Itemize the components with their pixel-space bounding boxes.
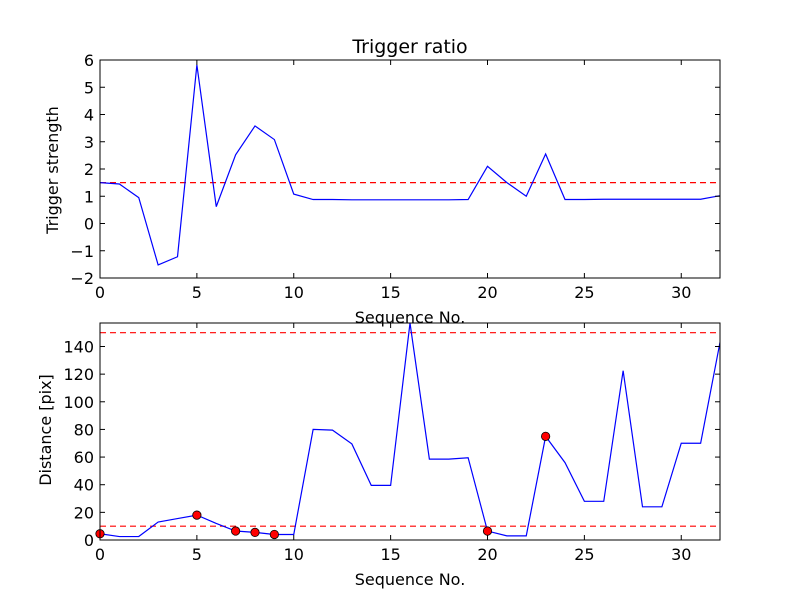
data-point-marker [541, 431, 551, 441]
x-tick-label: 15 [380, 283, 400, 302]
x-tick-label: 10 [284, 283, 304, 302]
y-tick-label: 5 [84, 78, 94, 97]
x-axis-label: Sequence No. [355, 570, 466, 589]
y-tick-label: 2 [84, 160, 94, 179]
x-tick-label: 25 [574, 283, 594, 302]
x-tick-label: 10 [284, 545, 304, 564]
y-tick-label: 60 [74, 448, 94, 467]
y-tick-label: 1 [84, 187, 94, 206]
x-tick-label: 0 [95, 545, 105, 564]
y-tick-label: 6 [84, 51, 94, 70]
data-point-marker [192, 510, 202, 520]
y-axis-label: Trigger strength [43, 106, 62, 235]
y-axis-label: Distance [pix] [36, 374, 55, 486]
chart-title: Trigger ratio [351, 36, 467, 58]
data-point-marker [269, 529, 279, 540]
y-tick-label: 0 [84, 531, 94, 550]
series-line [100, 323, 720, 538]
x-tick-label: 30 [671, 545, 691, 564]
x-tick-label: 20 [477, 283, 497, 302]
y-tick-label: 40 [74, 476, 94, 495]
x-tick-label: 30 [671, 283, 691, 302]
axes-frame [99, 322, 721, 541]
y-tick-label: 80 [74, 420, 94, 439]
y-tick-label: −1 [70, 242, 94, 261]
x-tick-label: 5 [192, 545, 202, 564]
y-tick-label: 120 [63, 365, 94, 384]
x-tick-label: 5 [192, 283, 202, 302]
x-axis-label: Sequence No. [355, 308, 466, 327]
y-tick-label: 3 [84, 133, 94, 152]
data-point-marker [482, 526, 493, 536]
data-point-marker [231, 526, 241, 536]
y-tick-label: 140 [63, 337, 94, 356]
x-tick-label: 20 [477, 545, 497, 564]
y-tick-label: 4 [84, 106, 94, 125]
distance-panel: 0 5 10 15 20 25 30 0 20 40 60 80 100 120 140 Sequence … [36, 322, 721, 589]
y-tick-label: −2 [70, 269, 94, 288]
series-line [100, 64, 720, 266]
x-tick-label: 25 [574, 545, 594, 564]
y-tick-label: 100 [63, 393, 94, 412]
y-tick-label: 20 [74, 503, 94, 522]
x-tick-label: 0 [95, 283, 105, 302]
trigger-ratio-panel: Trigger ratio 0 5 10 15 20 25 30 −2 −1 0 1 2 3 4 5 6 Se… [43, 36, 721, 327]
y-tick-label: 0 [84, 215, 94, 234]
x-tick-label: 15 [380, 545, 400, 564]
data-point-marker [250, 527, 260, 537]
